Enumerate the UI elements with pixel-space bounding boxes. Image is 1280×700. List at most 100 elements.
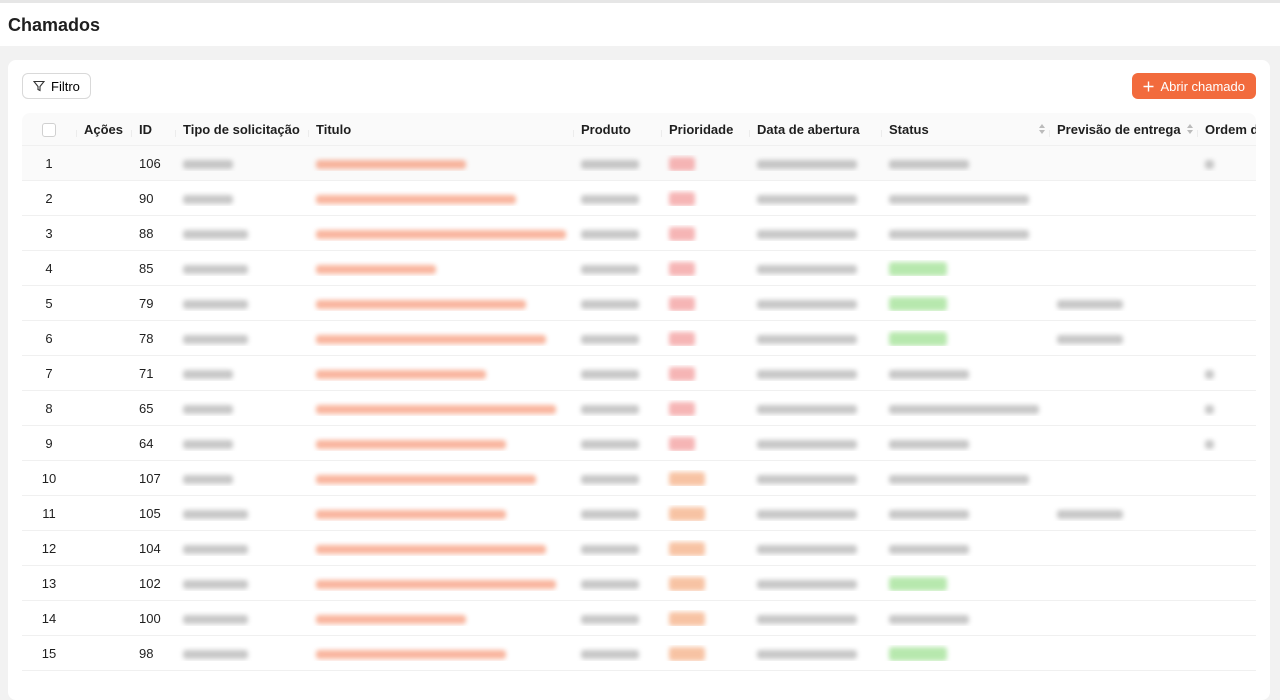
product (581, 649, 639, 659)
table-row[interactable]: 6 78 (22, 321, 1256, 356)
opening-date (757, 299, 857, 309)
product (581, 229, 639, 239)
sort-icon[interactable] (1187, 124, 1193, 134)
filter-button[interactable]: Filtro (22, 73, 91, 99)
product (581, 264, 639, 274)
ticket-id: 79 (139, 295, 154, 311)
priority-badge (669, 366, 695, 381)
opening-date (757, 649, 857, 659)
row-number: 4 (45, 260, 53, 276)
table-row[interactable]: 11 105 (22, 496, 1256, 531)
ticket-title-link[interactable] (316, 229, 566, 239)
priority-badge (669, 156, 695, 171)
request-type (183, 614, 248, 624)
ticket-title-link[interactable] (316, 159, 466, 169)
open-ticket-label: Abrir chamado (1160, 78, 1245, 94)
column-header[interactable]: ID (131, 122, 175, 137)
select-all-checkbox[interactable] (42, 122, 56, 137)
ticket-title-link[interactable] (316, 299, 526, 309)
ticket-title-link[interactable] (316, 264, 436, 274)
forecast-date (1057, 509, 1123, 519)
table-row[interactable]: 9 64 (22, 426, 1256, 461)
status-badge (889, 576, 947, 591)
table-row[interactable]: 7 71 (22, 356, 1256, 391)
column-header[interactable]: Prioridade (661, 122, 749, 137)
table-row[interactable]: 3 88 (22, 216, 1256, 251)
ticket-title-link[interactable] (316, 579, 556, 589)
column-header[interactable]: Tipo de solicitação (175, 122, 308, 137)
product (581, 579, 639, 589)
ticket-title-link[interactable] (316, 334, 546, 344)
status-badge (889, 646, 947, 661)
request-type (183, 509, 248, 519)
column-header[interactable]: Ordem d (1197, 122, 1256, 137)
status-badge (889, 331, 947, 346)
table-row[interactable]: 13 102 (22, 566, 1256, 601)
priority-badge (669, 331, 695, 346)
ticket-id: 102 (139, 575, 161, 591)
opening-date (757, 404, 857, 414)
row-number: 9 (45, 435, 53, 451)
request-type (183, 229, 248, 239)
opening-date (757, 474, 857, 484)
ticket-title-link[interactable] (316, 509, 506, 519)
table-row[interactable]: 1 106 (22, 146, 1256, 181)
table-row[interactable]: 2 90 (22, 181, 1256, 216)
status-text (889, 614, 969, 624)
plus-icon (1143, 81, 1154, 91)
request-type (183, 159, 233, 169)
request-type (183, 649, 248, 659)
opening-date (757, 334, 857, 344)
status-text (889, 159, 969, 169)
table-row[interactable]: 12 104 (22, 531, 1256, 566)
table-row[interactable]: 15 98 (22, 636, 1256, 671)
column-header[interactable]: Data de abertura (749, 122, 881, 137)
priority-badge (669, 541, 705, 556)
forecast-date (1057, 334, 1123, 344)
priority-badge (669, 646, 705, 661)
row-number: 8 (45, 400, 53, 416)
priority-badge (669, 401, 695, 416)
table-row[interactable]: 4 85 (22, 251, 1256, 286)
ticket-id: 65 (139, 400, 154, 416)
request-type (183, 439, 233, 449)
sort-icon[interactable] (1039, 124, 1045, 134)
open-ticket-button[interactable]: Abrir chamado (1132, 73, 1256, 99)
ticket-title-link[interactable] (316, 544, 546, 554)
row-number: 5 (45, 295, 53, 311)
column-header[interactable]: Titulo (308, 122, 573, 137)
table-row[interactable]: 14 100 (22, 601, 1256, 636)
column-header-forecast[interactable]: Previsão de entrega (1049, 122, 1197, 137)
priority-badge (669, 611, 705, 626)
priority-badge (669, 296, 695, 311)
row-number: 12 (41, 540, 57, 556)
table-row[interactable]: 10 107 (22, 461, 1256, 496)
column-header[interactable]: Ações (76, 122, 131, 137)
ticket-title-link[interactable] (316, 439, 506, 449)
priority-badge (669, 506, 705, 521)
filter-icon (33, 80, 45, 92)
opening-date (757, 544, 857, 554)
product (581, 404, 639, 414)
ticket-title-link[interactable] (316, 474, 536, 484)
column-header[interactable]: Produto (573, 122, 661, 137)
product (581, 194, 639, 204)
product (581, 369, 639, 379)
column-header-status[interactable]: Status (881, 122, 1049, 137)
table-header: Ações ID Tipo de solicitação Titulo Prod… (22, 113, 1256, 146)
ticket-title-link[interactable] (316, 649, 506, 659)
table-row[interactable]: 8 65 (22, 391, 1256, 426)
row-number: 11 (42, 505, 56, 521)
ticket-title-link[interactable] (316, 404, 556, 414)
status-text (889, 544, 969, 554)
opening-date (757, 579, 857, 589)
ticket-title-link[interactable] (316, 194, 516, 204)
order-value (1205, 439, 1214, 449)
ticket-title-link[interactable] (316, 369, 486, 379)
table-row[interactable]: 5 79 (22, 286, 1256, 321)
priority-badge (669, 261, 695, 276)
product (581, 334, 639, 344)
request-type (183, 194, 233, 204)
ticket-title-link[interactable] (316, 614, 466, 624)
product (581, 509, 639, 519)
